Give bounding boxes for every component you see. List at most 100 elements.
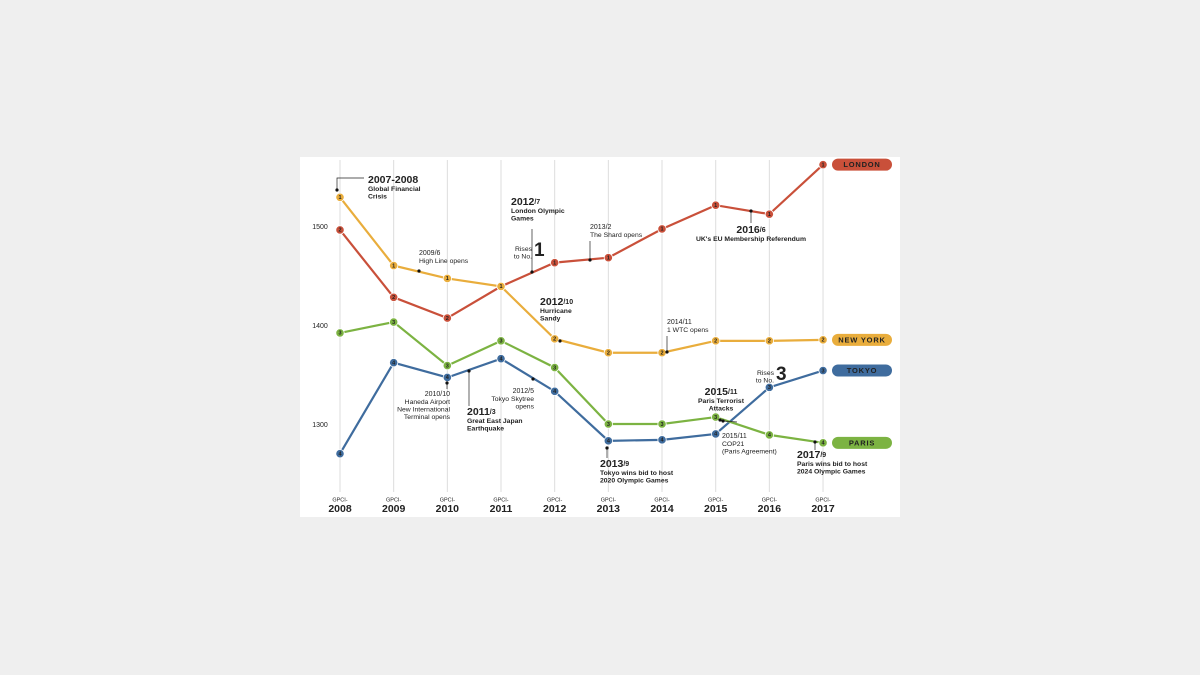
legend-pill bbox=[832, 158, 892, 171]
annotation-date: 2011/3 bbox=[467, 406, 496, 418]
date-main: 2009/6 bbox=[419, 250, 441, 257]
x-tick-label: 2011 bbox=[490, 503, 513, 515]
series-line bbox=[339, 357, 824, 455]
annotation-rank: 3 bbox=[776, 364, 787, 385]
annotation-date: 2007-2008 bbox=[368, 174, 418, 186]
point bbox=[496, 336, 506, 346]
point bbox=[389, 292, 399, 302]
point bbox=[818, 365, 828, 376]
rank-label: 1 bbox=[660, 227, 663, 233]
date-main: 2010/10 bbox=[425, 391, 450, 398]
rank-label: 4 bbox=[714, 432, 718, 438]
date-main: 2012/5 bbox=[513, 388, 535, 395]
event-dot bbox=[721, 419, 725, 423]
point bbox=[603, 419, 613, 429]
date-main: 2015 bbox=[705, 386, 729, 398]
annotation-text: Tokyo Skytree bbox=[491, 396, 534, 403]
date-suffix: /11 bbox=[728, 389, 737, 396]
annotation-text: Terminal opens bbox=[404, 414, 451, 421]
x-tick-prefix: GPCI- bbox=[547, 497, 562, 503]
x-tick-prefix: GPCI- bbox=[601, 497, 616, 503]
annotation-date: 2014/11 bbox=[667, 319, 692, 326]
rank-label: 4 bbox=[768, 433, 772, 439]
annotation-date: 2013/9 bbox=[600, 458, 629, 470]
point bbox=[389, 358, 399, 368]
annotation-text: opens bbox=[515, 403, 534, 410]
date-main: 2011 bbox=[467, 406, 490, 418]
annotation-date: 2012/7 bbox=[511, 196, 540, 208]
annotation-text: London Olympic bbox=[511, 208, 565, 215]
rank-label: 2 bbox=[607, 350, 610, 356]
rank-label: 4 bbox=[660, 438, 664, 444]
x-tick-prefix: GPCI- bbox=[332, 497, 347, 503]
annotation-rank: 1 bbox=[534, 240, 545, 261]
point bbox=[764, 430, 774, 440]
point bbox=[550, 334, 560, 344]
point bbox=[335, 225, 345, 235]
rank-label: 3 bbox=[338, 331, 341, 337]
annotation-text: UK's EU Membership Referendum bbox=[696, 236, 806, 243]
date-main: 2013 bbox=[600, 458, 624, 470]
rank-label: 4 bbox=[392, 360, 396, 366]
annotation-text: Haneda Airport bbox=[405, 399, 450, 406]
legend-label: LONDON bbox=[843, 160, 880, 169]
x-tick-label: 2017 bbox=[811, 503, 835, 515]
event-dot bbox=[749, 209, 753, 213]
rank-label: 4 bbox=[607, 439, 611, 445]
point bbox=[711, 412, 721, 422]
x-tick-label: 2014 bbox=[650, 503, 674, 515]
annotation-text: Global Financial bbox=[368, 186, 421, 193]
rank-label: 4 bbox=[446, 375, 450, 381]
series-line bbox=[339, 320, 824, 444]
event-dot bbox=[445, 381, 449, 385]
x-tick-prefix: GPCI- bbox=[762, 497, 777, 503]
annotation-text: (Paris Agreement) bbox=[722, 448, 777, 455]
leader-line bbox=[722, 420, 738, 423]
point bbox=[389, 317, 399, 327]
legend-pill bbox=[832, 436, 892, 449]
rank-label: 2 bbox=[768, 339, 771, 345]
legend-label: NEW YORK bbox=[838, 335, 886, 344]
series-line bbox=[339, 163, 824, 320]
rank-label: 3 bbox=[660, 422, 663, 428]
point bbox=[550, 258, 560, 268]
date-suffix: /9 bbox=[820, 452, 826, 459]
point bbox=[711, 200, 721, 210]
date-main: 2016 bbox=[736, 224, 760, 236]
date-main: 2014/11 bbox=[667, 319, 692, 326]
event-dot bbox=[531, 377, 535, 381]
legend-pill bbox=[832, 364, 892, 377]
date-main: 2007-2008 bbox=[368, 174, 418, 186]
annotation-text: Paris wins bid to host bbox=[797, 461, 868, 468]
annotation-text: 2024 Olympic Games bbox=[797, 468, 866, 475]
legend-label: PARIS bbox=[849, 438, 875, 447]
event-dot bbox=[665, 350, 669, 354]
point bbox=[818, 438, 828, 448]
annotation-text: Rises bbox=[757, 370, 775, 377]
point bbox=[764, 209, 774, 219]
annotation-text: Sandy bbox=[540, 315, 561, 322]
annotation-text: Hurricane bbox=[540, 308, 572, 315]
point bbox=[764, 382, 774, 392]
x-tick-label: 2012 bbox=[543, 503, 567, 515]
annotation-date: 2012/5 bbox=[513, 388, 535, 395]
x-tick-label: 2009 bbox=[382, 503, 406, 515]
annotation-text: The Shard opens bbox=[590, 232, 643, 239]
point bbox=[442, 360, 452, 371]
x-tick-label: 2013 bbox=[597, 503, 621, 515]
annotation-text: Rises bbox=[515, 246, 533, 253]
annotation-text: to No. bbox=[514, 253, 532, 260]
annotation-date: 2009/6 bbox=[419, 250, 441, 257]
point bbox=[496, 354, 506, 364]
date-suffix: /10 bbox=[563, 299, 573, 306]
point bbox=[496, 281, 506, 291]
rank-label: 1 bbox=[714, 203, 717, 209]
annotation-text: Tokyo wins bid to host bbox=[600, 470, 674, 477]
date-suffix: /9 bbox=[623, 461, 629, 468]
annotation-text: 1 WTC opens bbox=[667, 327, 709, 334]
annotation-date: 2010/10 bbox=[425, 391, 450, 398]
event-dot bbox=[530, 270, 534, 274]
annotation-text: High Line opens bbox=[419, 258, 469, 265]
event-dot bbox=[335, 188, 339, 192]
event-dot bbox=[558, 339, 562, 343]
